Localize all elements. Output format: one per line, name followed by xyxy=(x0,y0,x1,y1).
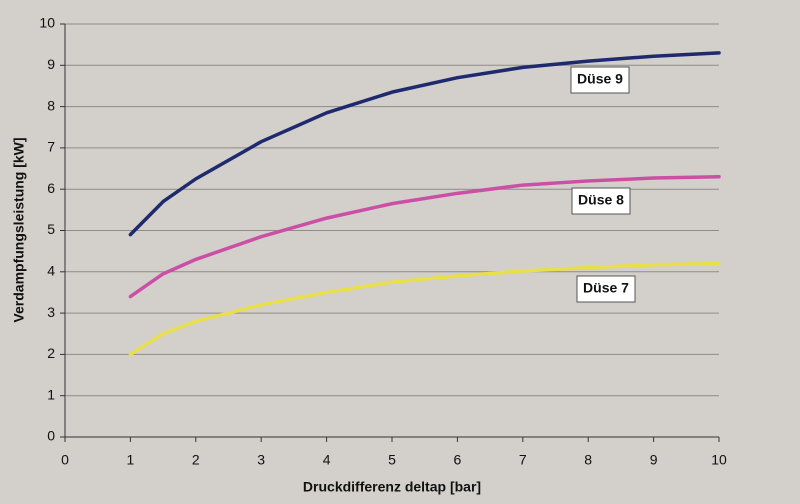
y-tick-label: 3 xyxy=(47,304,55,320)
series-label: Düse 9 xyxy=(577,71,623,87)
series-line xyxy=(128,261,721,357)
series-label-box xyxy=(570,66,630,94)
x-tick-label: 2 xyxy=(192,452,200,468)
x-tick-label: 5 xyxy=(388,452,396,468)
y-tick-label: 5 xyxy=(47,221,55,237)
y-tick-label: 10 xyxy=(39,15,55,31)
y-axis-label: Verdampfungsleistung [kW] xyxy=(11,137,27,322)
y-tick-label: 2 xyxy=(47,345,55,361)
x-tick-label: 1 xyxy=(127,452,135,468)
x-tick-label: 8 xyxy=(584,452,592,468)
series-label: Düse 7 xyxy=(583,280,629,296)
x-tick-label: 3 xyxy=(257,452,265,468)
x-tick-label: 6 xyxy=(454,452,462,468)
x-tick-label: 4 xyxy=(323,452,331,468)
x-tick-label: 9 xyxy=(650,452,658,468)
x-tick-label: 7 xyxy=(519,452,527,468)
y-tick-label: 6 xyxy=(47,180,55,196)
y-tick-label: 1 xyxy=(47,386,55,402)
series-line xyxy=(128,51,721,237)
y-tick-label: 7 xyxy=(47,139,55,155)
series-line xyxy=(128,175,721,299)
series-label-box xyxy=(571,187,631,215)
series-label-box xyxy=(576,275,636,303)
x-tick-label: 10 xyxy=(711,452,727,468)
y-tick-label: 9 xyxy=(47,56,55,72)
y-tick-label: 0 xyxy=(47,428,55,444)
series-label: Düse 8 xyxy=(578,192,624,208)
x-axis-label: Druckdifferenz deltap [bar] xyxy=(303,479,481,495)
y-tick-label: 8 xyxy=(47,97,55,113)
y-tick-label: 4 xyxy=(47,263,55,279)
x-tick-label: 0 xyxy=(61,452,69,468)
